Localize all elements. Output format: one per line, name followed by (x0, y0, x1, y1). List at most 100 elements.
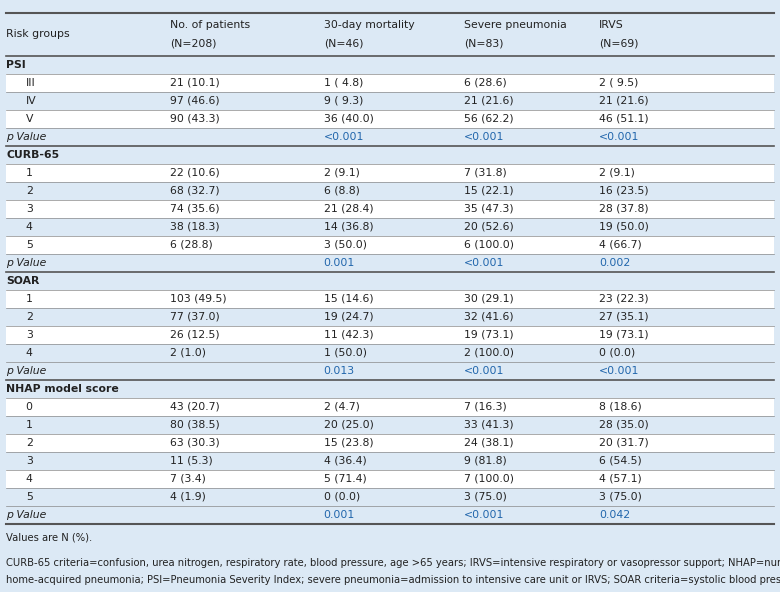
Text: 22 (10.6): 22 (10.6) (170, 168, 220, 178)
Text: 19 (73.1): 19 (73.1) (599, 330, 649, 340)
Text: 32 (41.6): 32 (41.6) (464, 312, 514, 322)
Bar (6, 56, 774, 73)
Bar (6, 326, 774, 344)
Text: 20 (31.7): 20 (31.7) (599, 438, 649, 448)
Bar (6, 254, 774, 272)
Text: 7 (3.4): 7 (3.4) (170, 474, 206, 484)
Bar (6, 164, 774, 182)
Bar (6, 128, 774, 146)
Bar (6, 434, 774, 452)
Text: 2 (4.7): 2 (4.7) (324, 402, 360, 412)
Text: 36 (40.0): 36 (40.0) (324, 114, 374, 124)
Text: <0.001: <0.001 (599, 366, 640, 376)
Text: 14 (36.8): 14 (36.8) (324, 222, 374, 231)
Text: 11 (5.3): 11 (5.3) (170, 456, 213, 466)
Text: (N=46): (N=46) (324, 38, 363, 49)
Bar (6, 308, 774, 326)
Text: 46 (51.1): 46 (51.1) (599, 114, 649, 124)
Text: 77 (37.0): 77 (37.0) (170, 312, 220, 322)
Text: 63 (30.3): 63 (30.3) (170, 438, 220, 448)
Text: 27 (35.1): 27 (35.1) (599, 312, 649, 322)
Text: 0: 0 (26, 402, 33, 412)
Text: 26 (12.5): 26 (12.5) (170, 330, 220, 340)
Text: 3 (50.0): 3 (50.0) (324, 240, 367, 250)
Text: 2: 2 (26, 312, 33, 322)
Text: 3: 3 (26, 330, 33, 340)
Text: p Value: p Value (6, 366, 47, 376)
Bar (6, 344, 774, 362)
Text: 8 (18.6): 8 (18.6) (599, 402, 642, 412)
Text: 1: 1 (26, 294, 33, 304)
Text: 24 (38.1): 24 (38.1) (464, 438, 514, 448)
Text: 4: 4 (26, 222, 33, 231)
Text: 4 (36.4): 4 (36.4) (324, 456, 367, 466)
Text: 6 (8.8): 6 (8.8) (324, 186, 360, 196)
Text: 6 (100.0): 6 (100.0) (464, 240, 514, 250)
Bar (6, 290, 774, 308)
Text: 4: 4 (26, 474, 33, 484)
Text: <0.001: <0.001 (324, 131, 364, 141)
Bar (6, 146, 774, 164)
Text: 1 (50.0): 1 (50.0) (324, 348, 367, 358)
Text: 30 (29.1): 30 (29.1) (464, 294, 514, 304)
Text: 21 (10.1): 21 (10.1) (170, 78, 220, 88)
Text: 90 (43.3): 90 (43.3) (170, 114, 220, 124)
Text: p Value: p Value (6, 510, 47, 520)
Text: 6 (54.5): 6 (54.5) (599, 456, 642, 466)
Text: 2 (100.0): 2 (100.0) (464, 348, 514, 358)
Text: No. of patients: No. of patients (170, 20, 250, 30)
Text: CURB-65 criteria=confusion, urea nitrogen, respiratory rate, blood pressure, age: CURB-65 criteria=confusion, urea nitroge… (6, 558, 780, 568)
Bar (6, 73, 774, 92)
Text: 0 (0.0): 0 (0.0) (599, 348, 635, 358)
Text: 4: 4 (26, 348, 33, 358)
Text: IV: IV (26, 96, 37, 106)
Text: 38 (18.3): 38 (18.3) (170, 222, 220, 231)
Text: p Value: p Value (6, 131, 47, 141)
Text: 43 (20.7): 43 (20.7) (170, 402, 220, 412)
Text: 7 (100.0): 7 (100.0) (464, 474, 514, 484)
Bar (6, 236, 774, 254)
Text: Values are N (%).: Values are N (%). (6, 533, 93, 543)
Text: 3: 3 (26, 204, 33, 214)
Text: PSI: PSI (6, 60, 26, 70)
Text: 4 (66.7): 4 (66.7) (599, 240, 642, 250)
Text: III: III (26, 78, 36, 88)
Bar (6, 488, 774, 506)
Text: 80 (38.5): 80 (38.5) (170, 420, 220, 430)
Bar (6, 92, 774, 110)
Text: 2 ( 9.5): 2 ( 9.5) (599, 78, 638, 88)
Text: 3 (75.0): 3 (75.0) (464, 492, 507, 502)
Text: 0.001: 0.001 (324, 258, 355, 268)
Text: 20 (52.6): 20 (52.6) (464, 222, 514, 231)
Text: 103 (49.5): 103 (49.5) (170, 294, 227, 304)
Text: CURB-65: CURB-65 (6, 150, 59, 160)
Text: <0.001: <0.001 (464, 510, 505, 520)
Bar (6, 218, 774, 236)
Text: 6 (28.6): 6 (28.6) (464, 78, 507, 88)
Text: 16 (23.5): 16 (23.5) (599, 186, 649, 196)
Text: 97 (46.6): 97 (46.6) (170, 96, 220, 106)
Text: 11 (42.3): 11 (42.3) (324, 330, 374, 340)
Text: NHAP model score: NHAP model score (6, 384, 119, 394)
Bar (6, 272, 774, 289)
Text: 0.001: 0.001 (324, 510, 355, 520)
Text: 19 (24.7): 19 (24.7) (324, 312, 374, 322)
Text: (N=69): (N=69) (599, 38, 639, 49)
Text: 2 (9.1): 2 (9.1) (324, 168, 360, 178)
Text: 30-day mortality: 30-day mortality (324, 20, 414, 30)
Bar (6, 506, 774, 524)
Text: 1: 1 (26, 168, 33, 178)
Text: 4 (57.1): 4 (57.1) (599, 474, 642, 484)
Text: 0.042: 0.042 (599, 510, 630, 520)
Bar (6, 200, 774, 218)
Text: 0 (0.0): 0 (0.0) (324, 492, 360, 502)
Text: (N=83): (N=83) (464, 38, 504, 49)
Text: <0.001: <0.001 (464, 258, 505, 268)
Text: 0.002: 0.002 (599, 258, 630, 268)
Text: V: V (26, 114, 34, 124)
Text: SOAR: SOAR (6, 276, 40, 286)
Bar (6, 13, 774, 56)
Text: 28 (35.0): 28 (35.0) (599, 420, 649, 430)
Text: 19 (50.0): 19 (50.0) (599, 222, 649, 231)
Text: 2 (1.0): 2 (1.0) (170, 348, 206, 358)
